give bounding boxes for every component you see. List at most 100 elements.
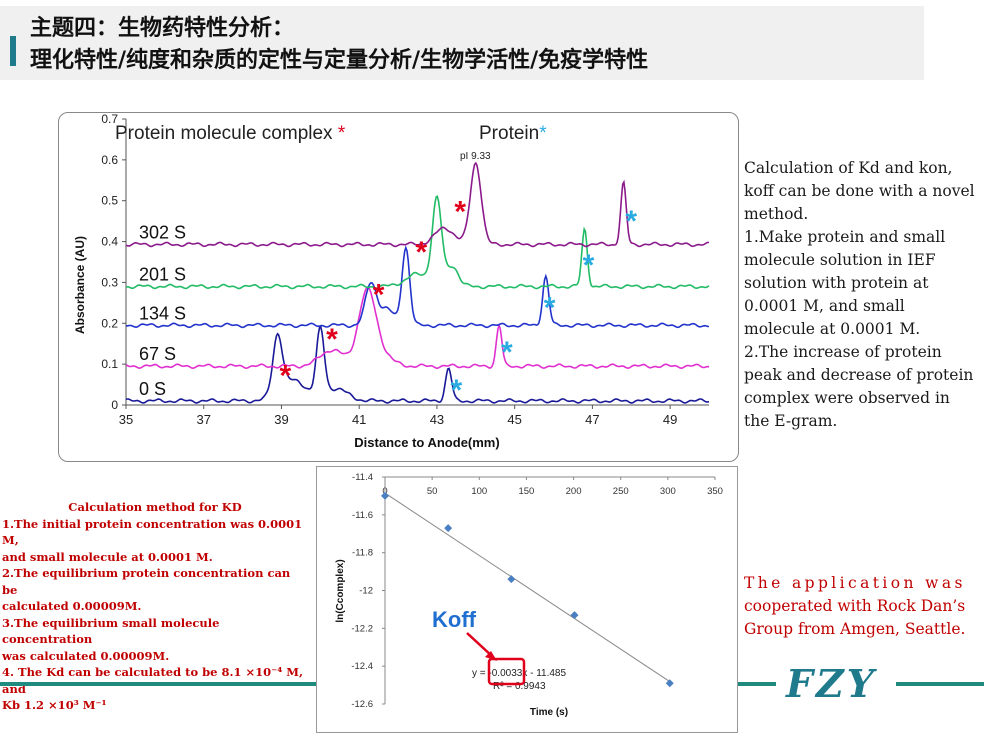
description-line: 0.0001 M, and small	[744, 297, 905, 315]
koff-arrowhead	[485, 651, 497, 661]
y-tick-label: -12.2	[351, 623, 373, 634]
page-subtitle: 理化特性/纯度和杂质的定性与定量分析/生物学活性/免疫学特性	[30, 48, 649, 73]
method-line: calculated 0.00009M.	[2, 599, 142, 613]
method-line: 1.The initial protein concentration was …	[2, 516, 303, 548]
koff-arrow	[466, 632, 494, 658]
y-axis-label-ln: ln(Ccomplex)	[335, 559, 346, 622]
description-line: 2.The increase of protein	[744, 343, 942, 361]
electropherogram-panel: 0 0.1 0.2 0.3 0.4 0.5 0.6 0.7 35 37 39 41 43 45 47 49 *…	[58, 112, 739, 462]
y-tick-label: -11.6	[352, 510, 373, 521]
description-line: the E-gram.	[744, 412, 838, 430]
kd-calculation-method: Calculation method for KD 1.The initial …	[2, 499, 308, 714]
footer-rule-mid	[736, 682, 776, 686]
legend-protein-marker: *	[539, 123, 547, 144]
x-tick-label: 50	[427, 486, 438, 497]
x-tick-label: 37	[196, 412, 210, 427]
series-line	[125, 245, 710, 329]
application-line-1: The application was	[744, 574, 966, 592]
x-tick-label: 47	[585, 412, 599, 427]
complex-peak-marker: *	[454, 196, 466, 229]
data-point	[665, 679, 674, 688]
y-tick-label: 0.3	[101, 275, 118, 289]
regression-r2: R² = 0.9943	[493, 681, 546, 692]
x-tick-label: 41	[352, 412, 366, 427]
method-line: and small molecule at 0.0001 M.	[2, 549, 213, 564]
method-line: 3.The equilibrium small molecule concent…	[2, 615, 220, 647]
peak-annotation-pi: pI 9.33	[460, 151, 491, 162]
method-description: Calculation of Kd and kon, koff can be do…	[744, 157, 982, 433]
method-line: 2.The equilibrium protein concentration …	[2, 566, 291, 597]
x-tick-label: 0	[382, 486, 387, 497]
y-tick-label: 0.5	[101, 194, 118, 208]
method-line: Kb 1.2 ×10³ M⁻¹	[2, 698, 107, 712]
y-tick-label: 0	[111, 398, 118, 412]
koff-regression-panel: -11.4 -11.6 -11.8 -12 -12.2 -12.4 -12.6 0 50 100 1…	[316, 466, 738, 733]
x-tick-label: 100	[471, 486, 487, 497]
electropherogram-chart: 0 0.1 0.2 0.3 0.4 0.5 0.6 0.7 35 37 39 41 43 45 47 49 *…	[73, 112, 710, 450]
x-tick-label: 250	[613, 486, 629, 497]
kd-method-heading: Calculation method for KD	[68, 500, 242, 514]
description-line: Calculation of Kd and kon,	[744, 159, 953, 177]
application-line-3: Group from Amgen, Seattle.	[744, 620, 966, 638]
method-line: 4. The Kd can be calculated to be 8.1 ×1…	[2, 665, 303, 696]
x-tick-label: 43	[430, 412, 444, 427]
protein-peak-marker: *	[544, 291, 556, 324]
description-line: 1.Make protein and small	[744, 228, 946, 246]
description-line: complex were observed in	[744, 389, 950, 407]
application-note: The application was cooperated with Rock…	[744, 572, 982, 641]
series-line	[125, 286, 710, 370]
x-tick-label: 45	[507, 412, 521, 427]
series-label: 67 S	[139, 344, 176, 364]
footer-rule-right	[896, 682, 984, 686]
complex-peak-marker: *	[373, 278, 385, 311]
description-line: peak and decrease of protein	[744, 366, 974, 384]
x-tick-label: 39	[274, 412, 288, 427]
y-tick-label: 0.6	[101, 153, 118, 167]
page-title: 主题四：生物药特性分析：	[30, 16, 295, 41]
koff-label: Koff	[432, 607, 477, 632]
x-tick-label: 200	[566, 486, 582, 497]
regression-equation: y = -0.0033x - 11.485	[472, 668, 566, 679]
protein-peak-marker: *	[583, 249, 595, 282]
y-tick-label: 0.2	[101, 316, 118, 330]
y-tick-label: 0.1	[101, 357, 118, 371]
y-axis-label: Absorbance (AU)	[73, 236, 87, 334]
data-point	[507, 575, 516, 584]
description-line: solution with protein at	[744, 274, 929, 292]
data-point	[444, 524, 453, 533]
method-line: was calculated 0.00009M.	[2, 648, 170, 663]
y-tick-label: -12.4	[351, 661, 373, 672]
chart-legend-protein: Protein*	[479, 123, 547, 144]
y-tick-label: -12	[359, 586, 373, 597]
protein-peak-marker: *	[451, 374, 463, 407]
series-line	[125, 161, 710, 248]
title-bar	[0, 6, 924, 80]
data-point	[381, 491, 389, 500]
series-label: 201 S	[139, 265, 186, 285]
series-line	[125, 325, 710, 404]
protein-peak-marker: *	[501, 336, 513, 369]
y-tick-label: 0.7	[101, 113, 118, 126]
x-tick-label: 35	[119, 412, 133, 427]
x-tick-label: 350	[707, 486, 723, 497]
koff-highlight-box	[487, 657, 526, 686]
description-line: molecule solution in IEF	[744, 251, 936, 269]
x-tick-label: 49	[663, 412, 677, 427]
koff-regression-chart: -11.4 -11.6 -11.8 -12 -12.2 -12.4 -12.6 0 50 100 1…	[335, 472, 723, 718]
fzy-logo: FZY	[786, 661, 877, 706]
y-tick-label: -12.6	[351, 699, 373, 710]
complex-peak-marker: *	[280, 359, 292, 392]
trend-line	[384, 492, 671, 683]
footer-rule-left	[0, 682, 316, 686]
complex-peak-marker: *	[416, 236, 428, 269]
legend-complex-marker: *	[338, 123, 346, 144]
description-line: koff can be done with a novel	[744, 182, 975, 200]
description-line: molecule at 0.0001 M.	[744, 320, 921, 338]
chart-legend-complex: Protein molecule complex *	[115, 123, 346, 144]
series-label: 302 S	[139, 222, 186, 242]
y-tick-label: -11.8	[352, 548, 373, 559]
y-tick-label: -11.4	[352, 472, 373, 483]
x-axis-label: Distance to Anode(mm)	[354, 435, 499, 450]
application-line-2: cooperated with Rock Dan’s	[744, 597, 966, 615]
x-tick-label: 300	[660, 486, 676, 497]
